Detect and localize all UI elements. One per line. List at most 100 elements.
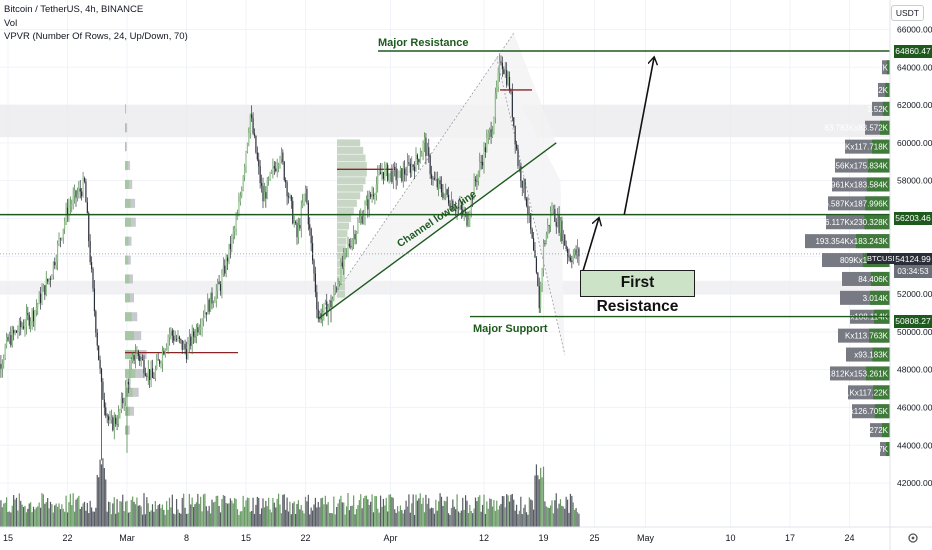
volume-bar <box>409 512 411 527</box>
vpvr-label: 186.587Kx187.996K <box>815 199 888 208</box>
volume-bar <box>531 500 533 527</box>
volume-bar <box>435 499 437 527</box>
candle-body <box>341 262 343 267</box>
gridlines <box>0 0 890 527</box>
volume-bar <box>442 505 444 527</box>
volume-bar <box>259 514 261 527</box>
candle-body <box>187 344 189 359</box>
volume-bar <box>481 504 484 527</box>
volume-bar <box>538 479 540 527</box>
volume-bar <box>555 493 557 527</box>
vpvr-label: 7K <box>878 445 888 454</box>
legend-vpvr[interactable]: VPVR (Number Of Rows, 24, Up/Down, 70) <box>4 31 188 42</box>
volume-bar <box>545 506 547 527</box>
gear-icon[interactable] <box>908 533 918 543</box>
candle-body <box>572 255 574 263</box>
legend-vol[interactable]: Vol <box>4 17 18 29</box>
volume-bar <box>35 507 37 527</box>
volume-bar <box>30 502 32 527</box>
candle-body <box>222 265 224 275</box>
volume-bar <box>528 497 530 527</box>
candle-body <box>304 188 307 194</box>
volume-bar <box>462 497 464 527</box>
candle-body <box>330 300 332 308</box>
candle-body <box>126 381 128 386</box>
volume-bar <box>480 511 482 527</box>
currency-badge[interactable]: USDT <box>890 5 924 21</box>
channel-upper-line <box>317 33 515 319</box>
volume-bar <box>362 498 365 527</box>
candle-body <box>523 178 525 188</box>
volume-bar <box>348 510 351 527</box>
candle-body <box>116 423 118 425</box>
candle-body <box>387 164 389 181</box>
candle-body <box>353 233 355 240</box>
candle-body <box>268 178 270 180</box>
candle-body <box>477 171 479 182</box>
candle-body <box>71 204 73 206</box>
volume-bar <box>344 514 346 527</box>
first-resistance-price-tag: 56203.46 <box>894 212 932 225</box>
volume-bar <box>37 506 39 527</box>
volume-bar <box>132 496 134 527</box>
candle-body <box>45 278 47 295</box>
candle-body <box>532 238 535 251</box>
candle-body <box>95 311 97 333</box>
candle-body <box>374 195 376 197</box>
volume-bar <box>498 505 501 527</box>
candle-body <box>357 222 359 233</box>
volume-bar <box>564 508 566 527</box>
candle-body <box>68 206 70 216</box>
candle-body <box>395 168 397 181</box>
candle-body <box>226 257 229 262</box>
candle-body <box>276 166 278 172</box>
candle-body <box>163 350 165 355</box>
volume-bar <box>98 477 100 527</box>
countdown-tag: 03:34:53 <box>894 265 932 278</box>
candle-body <box>47 278 49 282</box>
legend-title[interactable]: Bitcoin / TetherUS, 4h, BINANCE <box>4 4 144 15</box>
volume-bar <box>236 509 239 527</box>
candle-body <box>180 339 182 341</box>
candle-body <box>212 302 215 304</box>
candle-body <box>253 133 256 136</box>
candle-body <box>283 162 285 180</box>
vpvr-label: 3Kx126.705K <box>840 407 889 416</box>
candle-body <box>235 219 237 229</box>
candle-body <box>73 190 76 196</box>
candle-body <box>64 221 66 229</box>
volume-bar <box>418 498 420 527</box>
candle-body <box>62 228 64 239</box>
volume-bar <box>286 497 288 527</box>
candle-body <box>464 211 467 213</box>
candle-body <box>231 236 233 250</box>
vpvr-bar <box>337 290 346 298</box>
volume-bar <box>110 514 113 527</box>
volume-bar <box>258 497 260 527</box>
projection-arrow-2 <box>623 58 654 215</box>
volume-bar <box>514 510 516 527</box>
candle-body <box>123 401 125 404</box>
candle-body <box>545 234 547 244</box>
candle-body <box>177 336 179 340</box>
volume-bar <box>72 493 74 527</box>
volume-bar <box>31 512 33 527</box>
volume-bar <box>129 512 131 527</box>
candle-body <box>72 195 74 205</box>
volume-bar <box>523 507 525 527</box>
volume-bar <box>5 497 8 527</box>
candle-body <box>354 233 356 240</box>
candle-body <box>370 194 372 198</box>
candle-body <box>234 228 236 232</box>
volume-bar <box>105 479 107 527</box>
support-zone <box>0 280 890 295</box>
volume-bar <box>15 497 18 527</box>
candle-body <box>367 199 369 210</box>
volume-bar <box>229 498 232 527</box>
volume-bar <box>460 510 462 527</box>
volume-bar <box>52 512 54 527</box>
candle-body <box>22 326 25 329</box>
y-tick-label: 48000.00 <box>897 365 932 375</box>
volume-bar <box>92 511 94 527</box>
